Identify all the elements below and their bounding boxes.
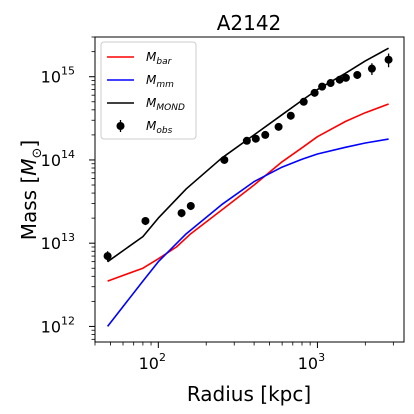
y-tick-label: 1015 [41,65,75,87]
x-tick-label-exponent: 2 [159,351,166,364]
x-tick-label-base: 10 [139,354,159,373]
data-point [177,209,186,218]
x-axis-label: Radius [kpc] [187,382,311,406]
x-tick-label: 103 [298,351,325,373]
y-tick-label: 1013 [41,231,75,253]
data-point [335,75,344,84]
legend-label-subscript: bar [156,57,172,67]
series-points-obs [103,53,393,262]
legend-label-subscript: obs [156,126,172,136]
chart-title: A2142 [217,11,282,35]
legend-label-subscript: MOND [156,103,185,113]
legend-label-symbol: M [146,96,157,110]
data-point [186,201,195,210]
data-point [274,122,283,131]
y-tick-label-base: 10 [41,317,61,336]
data-point [141,216,150,225]
y-tick-label-exponent: 12 [61,314,75,327]
legend-label-subscript: mm [156,80,174,90]
data-point [251,134,260,143]
series-layer [103,47,393,327]
data-point [310,88,319,97]
data-point [220,155,229,164]
data-point [341,73,350,82]
y-tick-label: 1012 [41,314,75,336]
series-line-bar [107,103,389,282]
legend-label-symbol: M [146,119,157,133]
data-point [261,130,270,139]
y-tick-label-exponent: 15 [61,65,75,78]
y-axis-label-subscript: ⊙ [30,148,45,159]
y-axis-label-main: Mass [ [17,176,41,241]
data-point [367,64,376,73]
series-line-mond [107,47,389,263]
legend-box [100,41,197,140]
data-point [299,97,308,106]
y-tick-label-base: 10 [41,234,61,253]
data-point [326,79,335,88]
series-line-mm [106,138,389,327]
data-point [353,70,362,79]
legend-label-mond: MMOND [146,96,185,113]
x-tick-label-base: 10 [298,354,318,373]
data-point [286,111,295,120]
legend-label-obs: Mobs [146,119,173,136]
legend-label-mm: Mmm [146,73,174,90]
y-tick-label-base: 10 [41,151,61,170]
data-point [242,136,251,145]
y-axis-label: Mass [M⊙] [17,140,45,241]
legend-swatch-marker [116,122,125,130]
data-point [103,252,112,261]
x-tick-label: 102 [139,351,166,373]
legend-label-symbol: M [146,73,157,87]
y-tick-label-exponent: 14 [61,148,75,161]
legend-label-symbol: M [146,50,157,64]
y-tick-label-base: 10 [41,68,61,87]
y-tick-label: 1014 [41,148,75,170]
x-tick-label-exponent: 3 [318,351,325,364]
data-point [384,55,393,64]
y-tick-label-exponent: 13 [61,231,75,244]
y-axis-label-end: ] [17,140,41,148]
y-axis-label-symbol: M [17,158,41,175]
legend-label-bar: Mbar [146,50,173,67]
data-point [318,82,327,91]
